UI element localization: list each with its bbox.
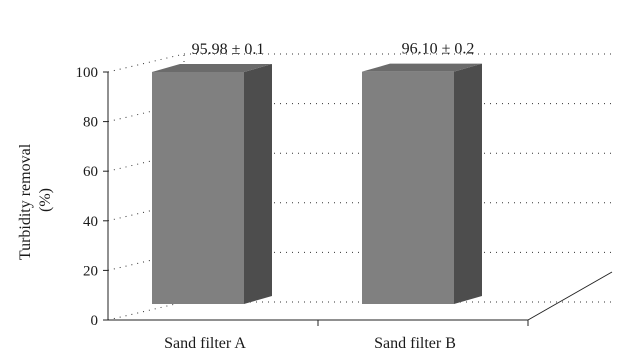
y-axis-title-line-2: (%) [37, 188, 54, 212]
y-axis-title: Turbidity removal (%) [17, 140, 54, 260]
gridline-side-0 [107, 301, 185, 321]
y-tick-label-20: 20 [83, 263, 98, 279]
bar-side-1 [244, 63, 272, 304]
bars [152, 63, 482, 305]
bar-front-2 [362, 71, 454, 304]
axes [103, 71, 613, 326]
data-label-2: 96.10 ± 0.2 [402, 41, 475, 58]
floor-right-edge [527, 271, 613, 321]
bar-top-1 [152, 63, 272, 72]
y-axis-title-line-1: Turbidity removal [17, 143, 34, 260]
x-tick-label-1: Sand filter A [164, 335, 246, 352]
bar-top-2 [362, 63, 482, 72]
bar-side-2 [454, 63, 482, 305]
y-tick-label-100: 100 [76, 65, 99, 81]
bar-front-1 [152, 71, 244, 304]
y-tick-label-40: 40 [83, 214, 98, 230]
y-tick-label-80: 80 [83, 115, 98, 131]
y-tick-label-0: 0 [91, 313, 99, 329]
y-tick-label-60: 60 [83, 164, 98, 180]
labels: 0 20 40 60 80 100 Sand filter A 95.98 ± 0.1 Sand… [76, 41, 475, 352]
x-tick-label-2: Sand filter B [374, 335, 456, 352]
data-label-1: 95.98 ± 0.1 [192, 41, 265, 58]
